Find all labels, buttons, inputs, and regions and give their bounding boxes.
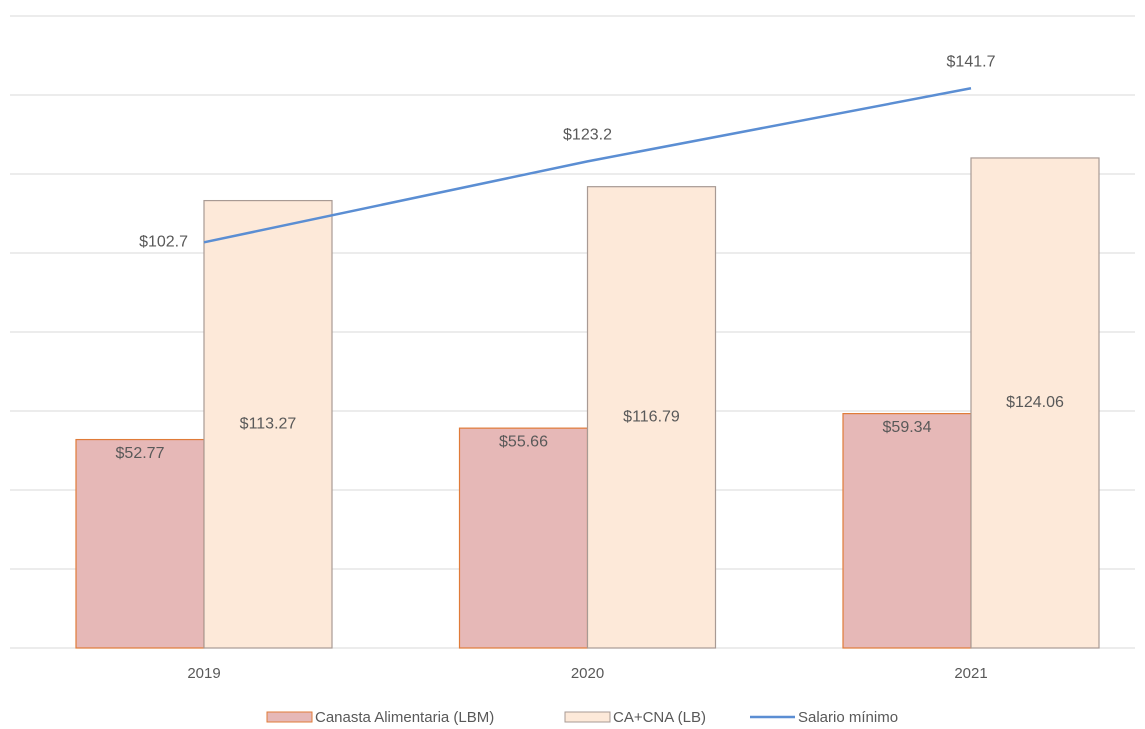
bar xyxy=(203,199,333,649)
data-label: $124.06 xyxy=(1006,394,1064,411)
legend-swatch xyxy=(266,711,313,723)
data-label: $59.34 xyxy=(883,419,932,436)
legend-label: Canasta Alimentaria (LBM) xyxy=(315,709,494,726)
x-tick-label: 2021 xyxy=(954,665,987,682)
data-label: $55.66 xyxy=(499,433,548,450)
legend-label: Salario mínimo xyxy=(798,709,898,726)
bar xyxy=(970,157,1100,649)
legend-swatch xyxy=(564,711,611,723)
bar xyxy=(842,413,972,649)
data-label: $113.27 xyxy=(240,416,297,433)
data-label: $123.2 xyxy=(563,127,612,144)
data-label: $102.7 xyxy=(139,234,188,251)
bar xyxy=(586,186,717,649)
legend-label: CA+CNA (LB) xyxy=(613,709,706,726)
bar xyxy=(75,438,205,649)
bar xyxy=(458,427,589,649)
x-tick-label: 2020 xyxy=(571,665,604,682)
data-label: $141.7 xyxy=(947,54,996,71)
x-tick-label: 2019 xyxy=(187,665,220,682)
data-label: $116.79 xyxy=(623,409,680,426)
line-series xyxy=(203,87,972,244)
data-label: $52.77 xyxy=(116,445,165,462)
